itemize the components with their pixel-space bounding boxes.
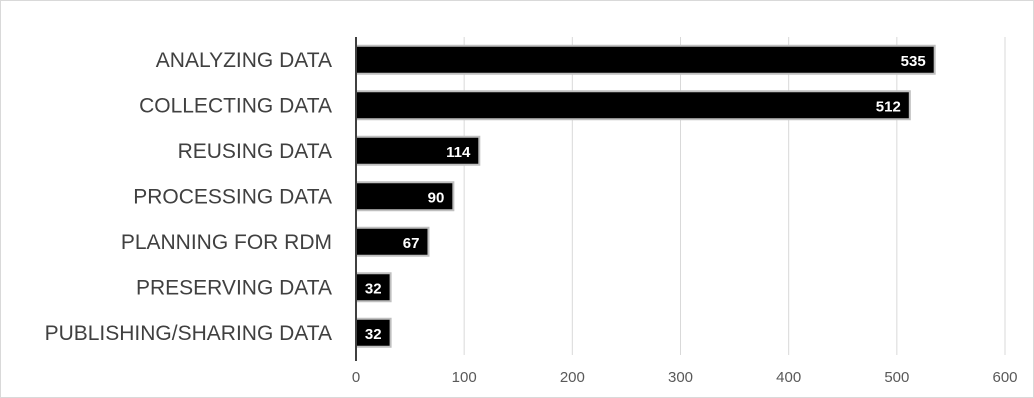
x-tick-label: 600 xyxy=(992,369,1017,386)
x-tick-label: 200 xyxy=(560,369,585,386)
data-label: 32 xyxy=(365,326,382,343)
category-label: PROCESSING DATA xyxy=(133,185,332,208)
bar-analyzing-data xyxy=(355,44,936,75)
category-label: COLLECTING DATA xyxy=(139,94,332,117)
data-label: 67 xyxy=(403,235,420,252)
x-tick-label: 500 xyxy=(884,369,909,386)
bar-publishing-sharing-data xyxy=(355,317,392,348)
data-label: 90 xyxy=(428,189,445,206)
bar-collecting-data xyxy=(355,90,911,121)
x-tick-label: 300 xyxy=(668,369,693,386)
bar-reusing-data xyxy=(355,135,481,166)
gridlines xyxy=(463,37,1006,355)
data-label: 114 xyxy=(446,144,471,161)
data-label: 535 xyxy=(901,53,926,70)
bars xyxy=(355,44,936,348)
category-label: PRESERVING DATA xyxy=(136,276,332,299)
category-label: PUBLISHING/SHARING DATA xyxy=(45,322,332,345)
data-label: 512 xyxy=(876,98,901,115)
x-tick-label: 400 xyxy=(776,369,801,386)
category-label: ANALYZING DATA xyxy=(156,49,332,72)
x-tick-label: 100 xyxy=(452,369,477,386)
category-label: REUSING DATA xyxy=(178,140,332,163)
bar-planning-for-rdm xyxy=(355,226,430,257)
category-label: PLANNING FOR RDM xyxy=(121,231,332,254)
x-tick-label: 0 xyxy=(352,369,360,386)
labels: 0 100 200 300 400 500 600 ANALYZING DATA 535 COLL… xyxy=(45,49,1018,386)
bar-preserving-data xyxy=(355,272,392,303)
data-label: 32 xyxy=(365,280,382,297)
